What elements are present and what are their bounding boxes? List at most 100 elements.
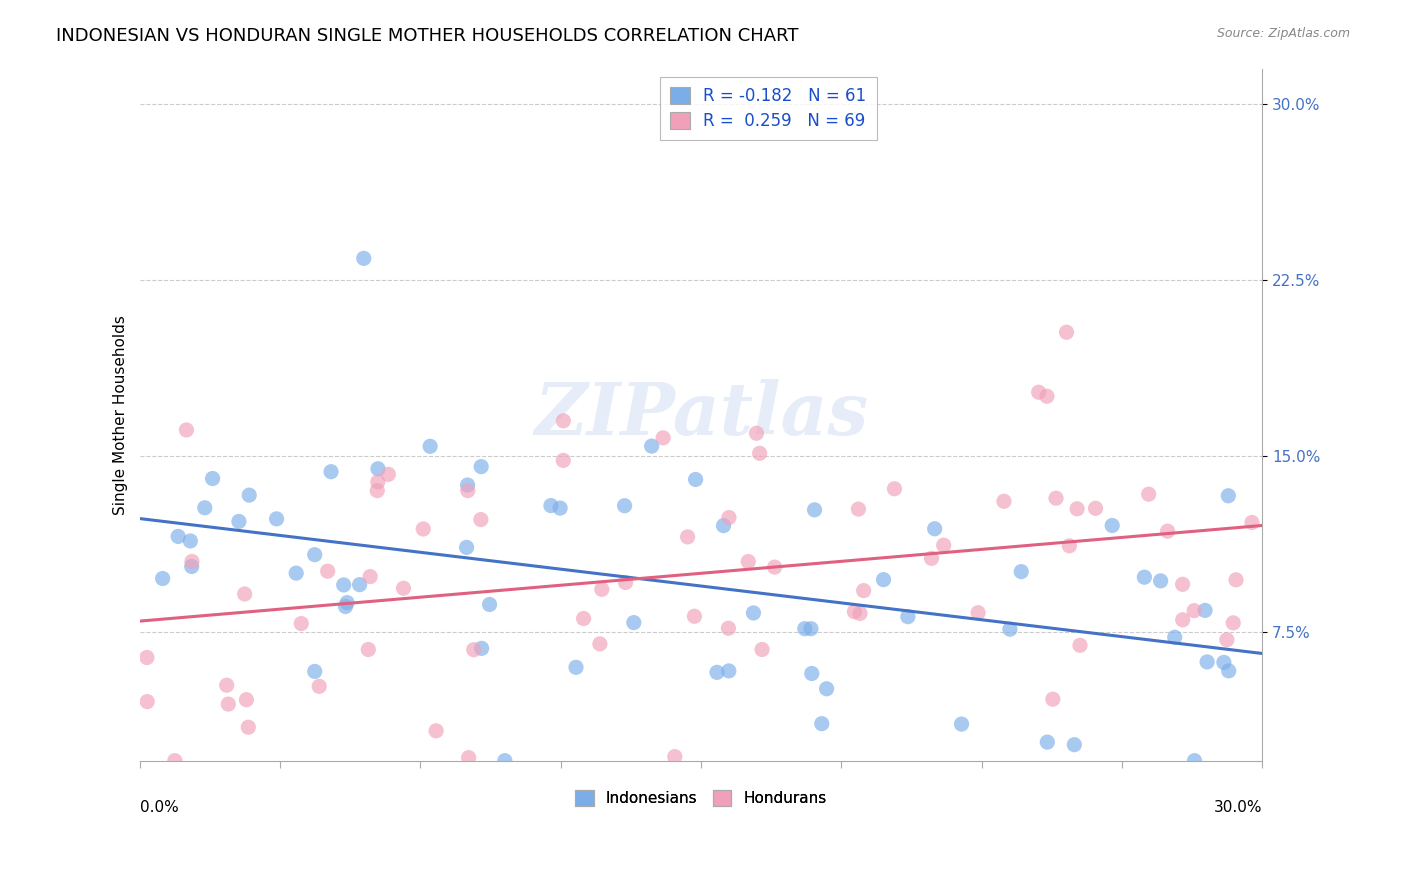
Point — [1028, 385, 1050, 400]
Point — [553, 414, 575, 428]
Point — [392, 581, 415, 595]
Point — [1084, 501, 1107, 516]
Point — [471, 641, 494, 656]
Point — [1069, 638, 1091, 652]
Point — [540, 499, 562, 513]
Point — [1042, 692, 1064, 706]
Point — [950, 717, 973, 731]
Point — [742, 606, 765, 620]
Point — [613, 499, 636, 513]
Point — [180, 559, 202, 574]
Point — [357, 642, 380, 657]
Text: 0.0%: 0.0% — [139, 799, 179, 814]
Point — [285, 566, 308, 581]
Point — [1010, 565, 1032, 579]
Point — [800, 622, 823, 636]
Point — [683, 609, 706, 624]
Point — [319, 465, 342, 479]
Point — [810, 716, 832, 731]
Point — [676, 530, 699, 544]
Point — [998, 622, 1021, 636]
Text: 30.0%: 30.0% — [1213, 799, 1263, 814]
Point — [664, 749, 686, 764]
Point — [1218, 664, 1240, 678]
Point — [1101, 518, 1123, 533]
Point — [152, 572, 174, 586]
Point — [349, 577, 371, 591]
Point — [377, 467, 399, 482]
Point — [228, 515, 250, 529]
Y-axis label: Single Mother Households: Single Mother Households — [114, 315, 128, 515]
Point — [713, 518, 735, 533]
Point — [167, 529, 190, 543]
Point — [1171, 613, 1194, 627]
Point — [290, 616, 312, 631]
Point — [737, 555, 759, 569]
Point — [1133, 570, 1156, 584]
Point — [553, 453, 575, 467]
Point — [1197, 655, 1219, 669]
Point — [852, 583, 875, 598]
Point — [883, 482, 905, 496]
Text: ZIPatlas: ZIPatlas — [534, 379, 868, 450]
Point — [1182, 604, 1205, 618]
Text: INDONESIAN VS HONDURAN SINGLE MOTHER HOUSEHOLDS CORRELATION CHART: INDONESIAN VS HONDURAN SINGLE MOTHER HOU… — [56, 27, 799, 45]
Point — [1171, 577, 1194, 591]
Point — [623, 615, 645, 630]
Point — [803, 503, 825, 517]
Point — [589, 637, 612, 651]
Point — [614, 575, 637, 590]
Point — [1164, 630, 1187, 644]
Point — [353, 252, 375, 266]
Point — [745, 426, 768, 441]
Point — [332, 578, 354, 592]
Point — [1240, 516, 1263, 530]
Point — [456, 541, 478, 555]
Point — [179, 533, 201, 548]
Point — [336, 596, 359, 610]
Point — [748, 446, 770, 460]
Point — [717, 510, 740, 524]
Point — [1156, 524, 1178, 538]
Point — [457, 478, 479, 492]
Point — [706, 665, 728, 680]
Point — [872, 573, 894, 587]
Point — [494, 754, 516, 768]
Point — [717, 664, 740, 678]
Point — [478, 598, 501, 612]
Point — [844, 605, 866, 619]
Point — [897, 609, 920, 624]
Point — [335, 599, 357, 614]
Point — [470, 512, 492, 526]
Point — [1036, 735, 1059, 749]
Point — [1066, 501, 1088, 516]
Point — [238, 488, 260, 502]
Point — [1218, 489, 1240, 503]
Point — [1036, 389, 1059, 403]
Point — [1045, 491, 1067, 506]
Point — [1225, 573, 1247, 587]
Point — [367, 462, 389, 476]
Point — [565, 660, 588, 674]
Point — [763, 560, 786, 574]
Legend: Indonesians, Hondurans: Indonesians, Hondurans — [567, 781, 835, 815]
Point — [266, 512, 288, 526]
Point — [1184, 754, 1206, 768]
Point — [163, 754, 186, 768]
Point — [359, 569, 381, 583]
Point — [717, 621, 740, 635]
Point — [238, 720, 260, 734]
Point — [470, 459, 492, 474]
Point — [924, 522, 946, 536]
Point — [194, 500, 217, 515]
Point — [136, 695, 159, 709]
Point — [967, 606, 990, 620]
Point — [457, 750, 479, 764]
Point — [215, 678, 238, 692]
Point — [793, 622, 815, 636]
Point — [217, 697, 239, 711]
Point — [800, 666, 823, 681]
Point — [640, 439, 662, 453]
Point — [751, 642, 773, 657]
Point — [235, 692, 257, 706]
